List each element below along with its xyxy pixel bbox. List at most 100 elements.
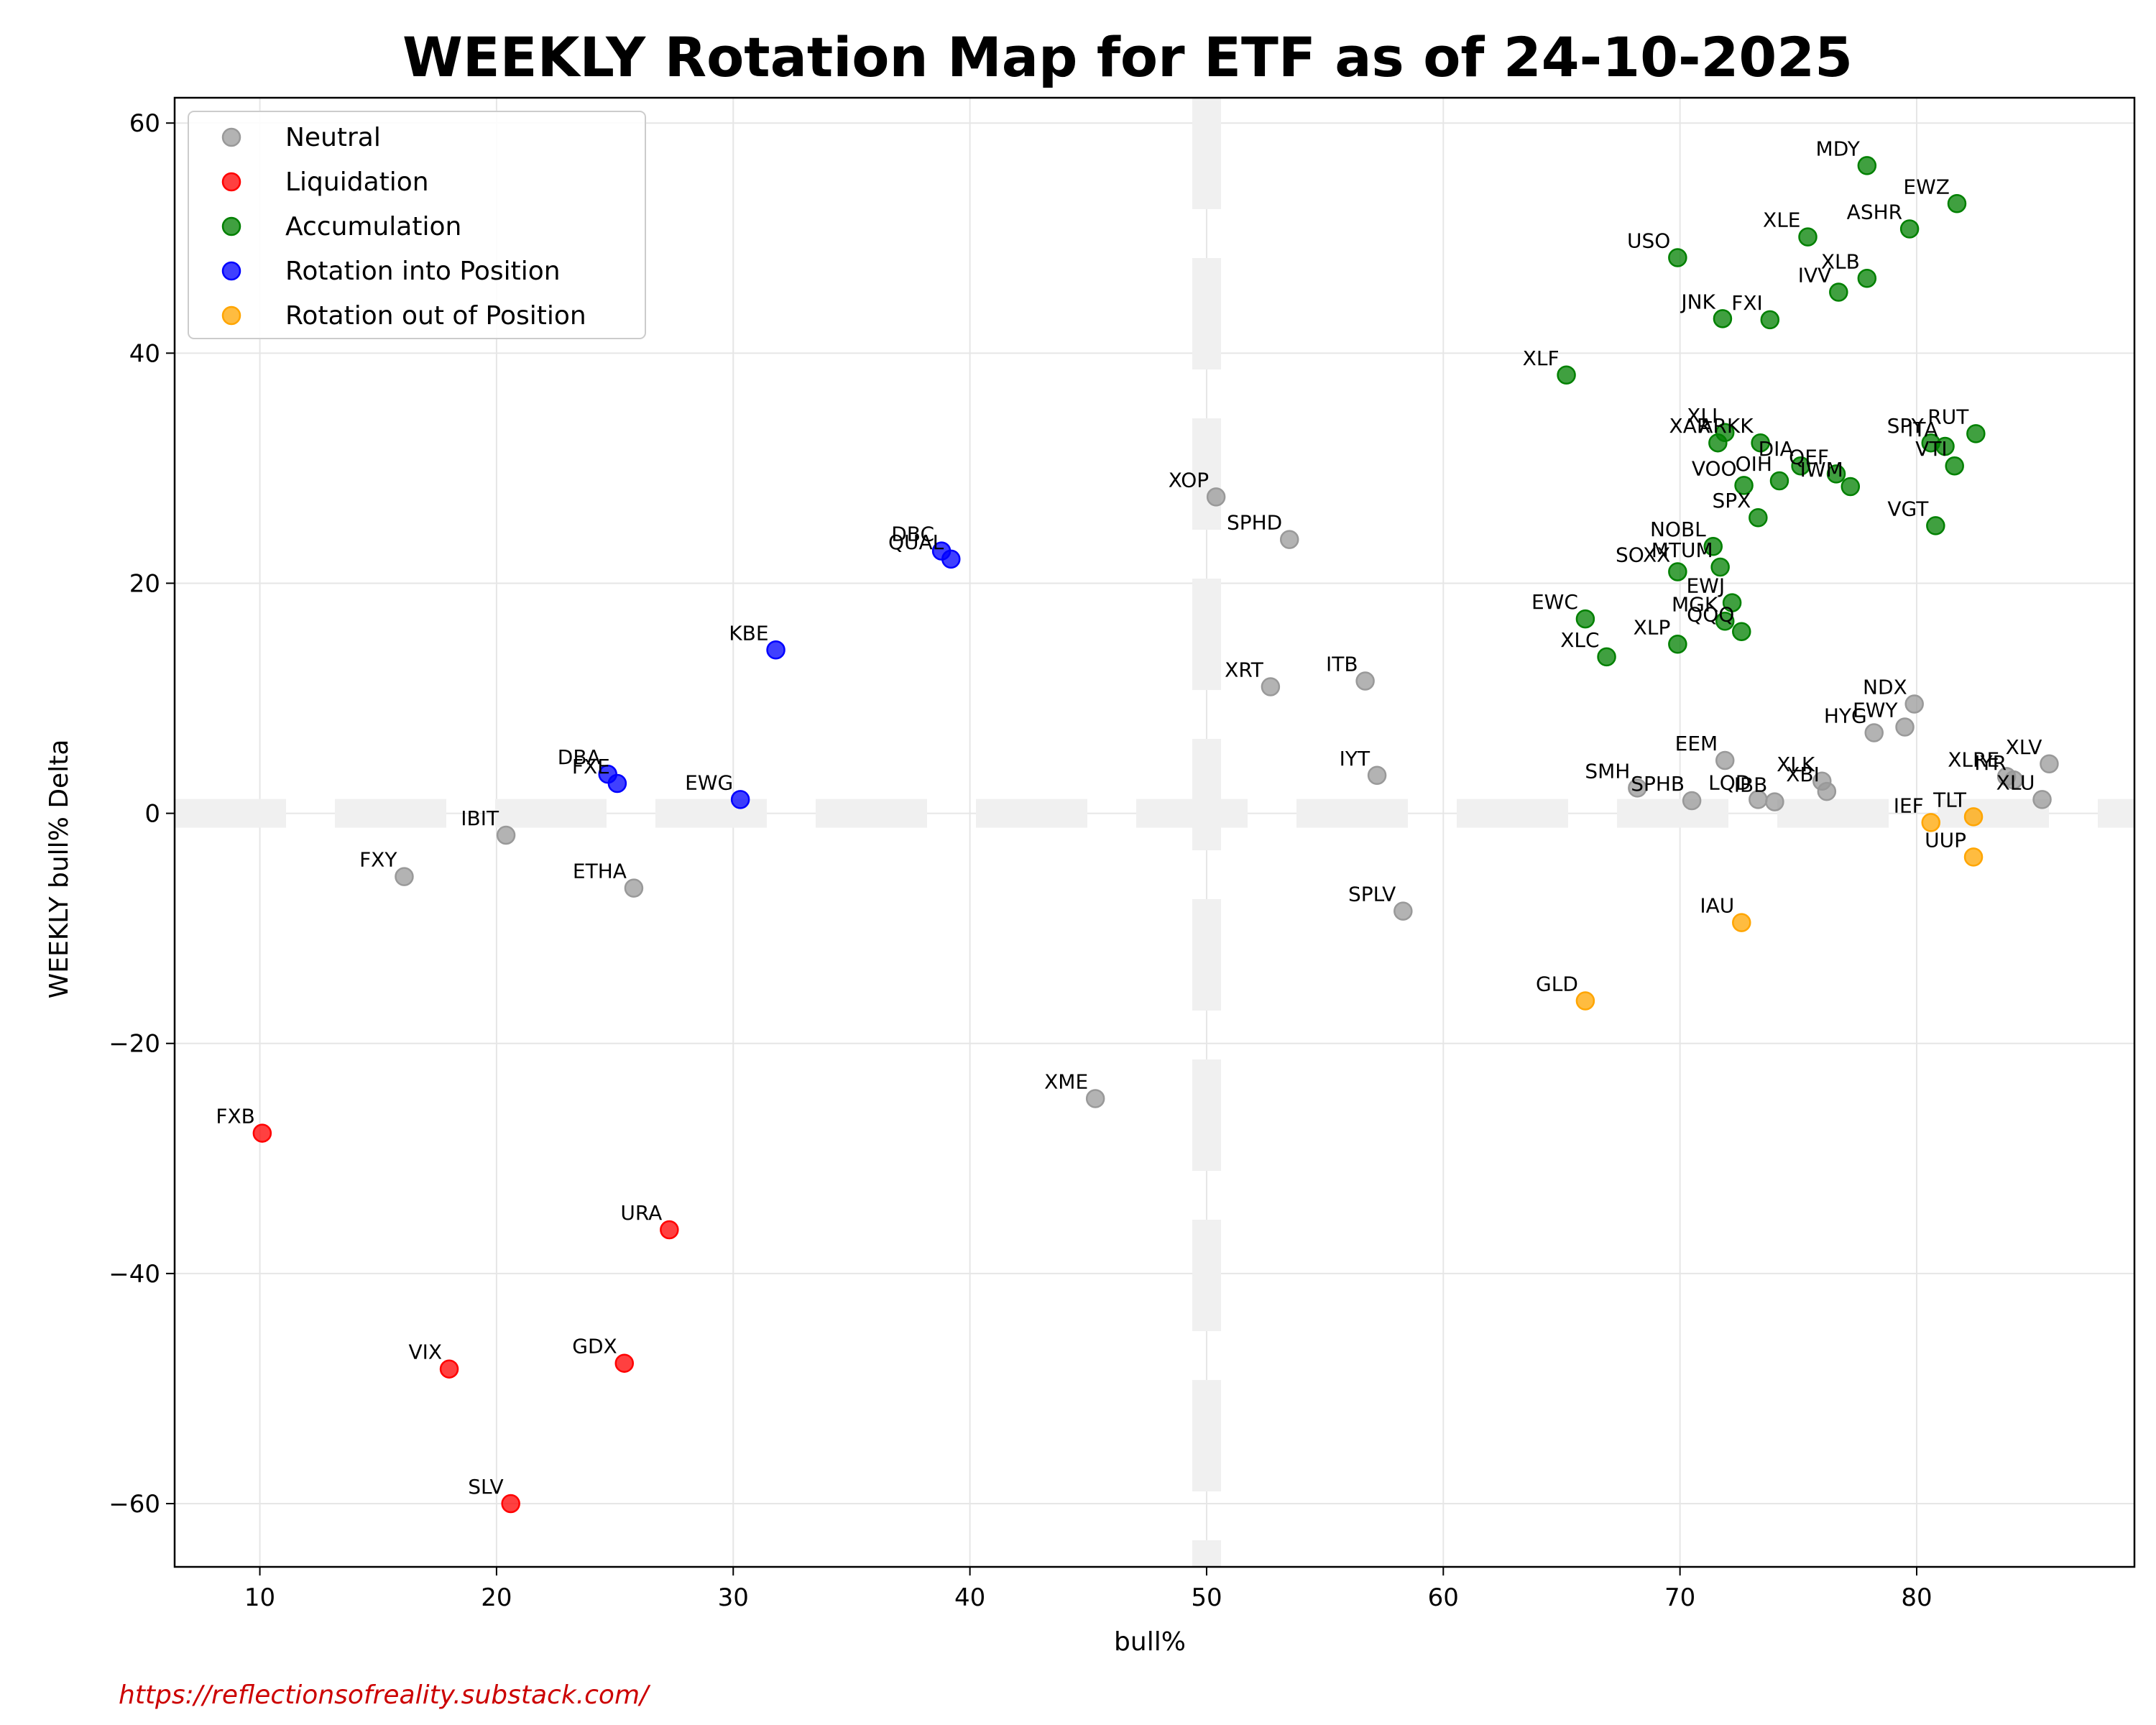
point-label-ewg: EWG <box>685 770 733 794</box>
point-label-voo: VOO <box>1692 456 1737 480</box>
point-label-itb: ITB <box>1326 653 1358 676</box>
point-uso <box>1668 248 1687 267</box>
point-eem <box>1715 750 1735 770</box>
point-ewz <box>1947 194 1967 213</box>
reference-lines <box>175 98 2134 1567</box>
x-tick-label: 60 <box>1428 1583 1459 1612</box>
point-label-ewc: EWC <box>1531 590 1578 614</box>
point-label-sphb: SPHB <box>1631 772 1685 796</box>
point-label-xlp: XLP <box>1634 615 1671 639</box>
point-label-xlb: XLB <box>1821 249 1860 273</box>
point-label-xlk: XLK <box>1777 753 1815 776</box>
point-label-eem: EEM <box>1675 732 1718 755</box>
legend-entry: Neutral <box>285 123 381 152</box>
point-label-xrt: XRT <box>1225 658 1264 682</box>
point-etha <box>624 878 644 898</box>
point-fxe <box>607 773 627 794</box>
point-xlp <box>1668 635 1687 654</box>
point-label-iau: IAU <box>1700 894 1734 918</box>
point-label-xme: XME <box>1044 1070 1088 1094</box>
point-label-iyt: IYT <box>1340 747 1370 770</box>
point-fxi <box>1760 310 1780 330</box>
point-label-ita: ITA <box>1907 418 1938 441</box>
x-tick-label: 80 <box>1901 1583 1932 1612</box>
legend-marker <box>221 305 241 326</box>
point-label-dia: DIA <box>1759 437 1794 461</box>
legend-entry: Liquidation <box>285 167 429 197</box>
legend-box <box>188 111 646 339</box>
point-xar <box>1708 433 1728 453</box>
point-vgt <box>1926 516 1945 535</box>
point-mdy <box>1857 156 1877 175</box>
point-ibb <box>1765 792 1784 811</box>
plot-frame <box>173 96 2136 1568</box>
data-points <box>252 156 2059 1514</box>
point-arkk <box>1751 433 1770 453</box>
x-axis-ticks: 10 20 30 40 50 60 70 80 <box>244 1567 1932 1612</box>
point-sphb <box>1682 791 1702 811</box>
x-tick-label: 20 <box>481 1583 512 1612</box>
point-mtum <box>1710 557 1730 577</box>
point-label-xlu: XLU <box>1996 770 2035 794</box>
point-label-ief: IEF <box>1894 794 1924 817</box>
point-kbe <box>766 640 786 660</box>
point-label-fxi: FXI <box>1731 291 1763 315</box>
x-axis-label: bull% <box>1114 1627 1186 1657</box>
point-label-ewj: EWJ <box>1686 574 1725 598</box>
y-tick-label: 20 <box>129 569 160 598</box>
point-label-hyg: HYG <box>1824 704 1867 728</box>
x-tick-label: 40 <box>954 1583 985 1612</box>
point-label-gld: GLD <box>1536 972 1578 995</box>
point-label-mdy: MDY <box>1816 137 1861 160</box>
point-smh <box>1628 778 1647 798</box>
source-url[interactable]: https://reflectionsofreality.substack.co… <box>119 1680 651 1710</box>
point-label-soxx: SOXX <box>1616 543 1670 566</box>
point-label-uup: UUP <box>1925 828 1966 852</box>
point-hyg <box>1864 723 1884 742</box>
y-axis-ticks: −60 −40 −20 0 20 40 60 <box>109 109 175 1519</box>
x-tick-label: 30 <box>718 1583 749 1612</box>
point-label-ivv: IVV <box>1798 264 1832 288</box>
point-labels: XOP SPHD XRT ITB IYT SPLV XME IBIT FXY ETHA EEM SMH… <box>216 137 2042 1499</box>
point-xrt <box>1261 677 1281 696</box>
legend-marker <box>221 261 241 281</box>
point-label-xlre: XLRE <box>1948 748 1999 771</box>
point-label-ndx: NDX <box>1863 676 1907 699</box>
point-xle <box>1798 227 1818 247</box>
y-tick-label: −20 <box>109 1030 160 1059</box>
point-soxx <box>1668 562 1687 581</box>
point-mgk <box>1715 612 1735 631</box>
point-label-mtum: MTUM <box>1651 538 1713 562</box>
point-label-qual: QUAL <box>888 530 944 554</box>
point-label-xar: XAR <box>1669 414 1711 438</box>
legend-entry: Accumulation <box>285 212 461 242</box>
point-label-nobl: NOBL <box>1650 518 1706 541</box>
point-iyr <box>2004 770 2024 790</box>
point-label-vti: VTI <box>1915 437 1948 461</box>
y-tick-label: 60 <box>129 109 160 138</box>
point-ewc <box>1575 609 1595 629</box>
point-voo <box>1734 476 1754 495</box>
legend-entry: Rotation into Position <box>285 257 561 286</box>
point-qual <box>941 549 961 569</box>
point-xbi <box>1817 781 1837 801</box>
point-label-spy: SPY <box>1887 414 1925 438</box>
point-label-uso: USO <box>1627 229 1670 252</box>
point-label-lqd: LQD <box>1708 770 1751 794</box>
point-slv <box>501 1494 520 1514</box>
point-xlv <box>2040 754 2059 774</box>
point-label-fxb: FXB <box>216 1105 255 1128</box>
point-spx <box>1749 507 1768 528</box>
point-splv <box>1393 901 1413 921</box>
point-nobl <box>1703 536 1723 556</box>
x-tick-label: 10 <box>244 1583 275 1612</box>
point-xlc <box>1597 647 1616 667</box>
point-label-iyr: IYR <box>1974 751 2007 775</box>
point-oih <box>1769 471 1789 491</box>
x-tick-label: 70 <box>1664 1583 1695 1612</box>
point-label-splv: SPLV <box>1348 883 1396 906</box>
point-ewy <box>1895 717 1915 737</box>
point-label-etha: ETHA <box>573 860 627 883</box>
point-rut <box>1966 424 1986 443</box>
point-dia <box>1791 456 1810 476</box>
